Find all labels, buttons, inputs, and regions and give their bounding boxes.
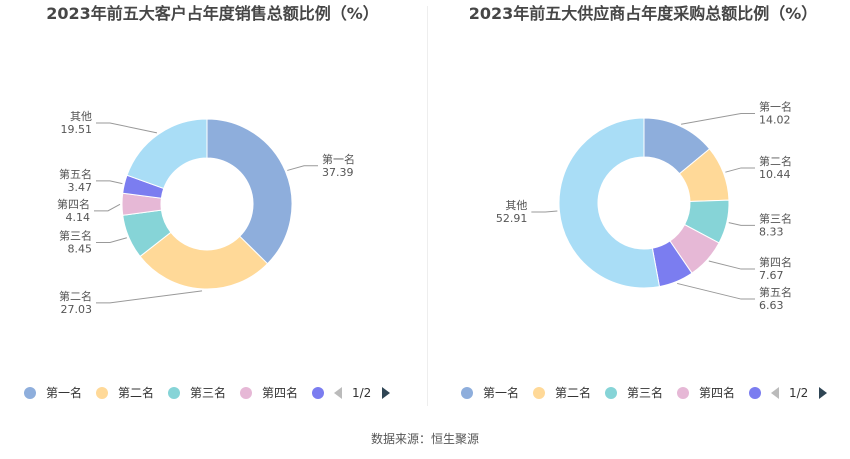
legend-pager: 1/2 [771,384,831,402]
slice-category-label: 第一名 [322,152,355,166]
chart-title: 2023年前五大供应商占年度采购总额比例（%） [468,4,818,23]
legend-dot-icon [677,387,689,399]
legend-label: 第二名 [555,386,592,400]
donut-slice[interactable] [126,118,208,190]
legend-dot-icon [312,387,324,399]
slice-category-label: 第五名 [759,285,792,299]
slice-category-label: 第二名 [759,154,792,168]
slice-value-label: 19.51 [61,123,93,136]
donut-slice[interactable] [206,118,293,265]
label-leader-line [96,290,203,304]
legend-item-fifth[interactable] [749,384,763,402]
slice-value-label: 10.44 [759,168,791,181]
label-leader-line [677,282,755,300]
customer-chart-panel: 2023年前五大客户占年度销售总额比例（%） 第一名 37.39 其他 19.51 第五… [0,0,425,420]
slice-value-label: 7.67 [759,269,784,282]
chart-title: 2023年前五大客户占年度销售总额比例（%） [46,4,379,23]
legend-dot-icon [461,387,473,399]
slice-value-label: 8.33 [759,225,784,238]
slice-category-label: 其他 [505,199,527,212]
slice-category-label: 第一名 [759,99,792,113]
slice-value-label: 52.91 [496,212,528,225]
data-source: 数据来源：恒生聚源 [370,432,479,446]
legend-prev-icon[interactable] [771,387,779,399]
label-leader-line [96,180,123,185]
supplier-chart-panel: 2023年前五大供应商占年度采购总额比例（%） 第一名 14.02 第二名 10.44… [425,0,850,420]
slice-category-label: 第五名 [59,167,92,181]
slice-value-label: 27.03 [61,303,93,316]
slice-category-label: 其他 [70,110,92,123]
slice-value-label: 6.63 [759,299,784,312]
slice-category-label: 第四名 [759,255,792,269]
label-leader-line [531,210,558,213]
label-leader-line [681,112,755,125]
legend-label: 第三名 [190,386,227,400]
label-leader-line [728,222,755,226]
legend-label: 第一名 [46,386,83,400]
legend-dot-icon [96,387,108,399]
slice-category-label: 第四名 [57,197,90,211]
legend-dot-icon [240,387,252,399]
legend-page-number: 1/2 [789,386,809,400]
label-leader-line [287,165,318,171]
legend-pager: 1/2 [334,384,394,402]
label-leader-line [96,237,127,243]
label-leader-line [725,167,755,173]
legend-next-icon[interactable] [382,387,390,399]
legend-page-number: 1/2 [352,386,372,400]
slice-value-label: 37.39 [322,166,354,179]
slice-value-label: 3.47 [68,181,93,194]
donut-slice[interactable] [139,231,269,290]
legend-prev-icon[interactable] [334,387,342,399]
legend-label: 第一名 [483,386,520,400]
legend-dot-icon [749,387,761,399]
label-leader-line [96,122,158,134]
donut-slice[interactable] [558,117,661,289]
legend-label: 第四名 [699,386,736,400]
label-leader-line [94,203,121,212]
slice-category-label: 第三名 [59,228,92,242]
legend-label: 第三名 [627,386,664,400]
panel-divider [427,6,428,406]
legend-dot-icon [533,387,545,399]
legend-dot-icon [168,387,180,399]
legend-next-icon[interactable] [819,387,827,399]
slice-value-label: 8.45 [68,242,93,255]
legend-label: 第二名 [118,386,155,400]
legend-dot-icon [605,387,617,399]
legend-label: 第四名 [262,386,299,400]
legend-dot-icon [24,387,36,399]
slice-value-label: 4.14 [66,211,91,224]
slice-category-label: 第三名 [759,211,792,225]
legend-item-fifth[interactable] [312,384,326,402]
slice-value-label: 14.02 [759,113,791,126]
label-leader-line [708,260,755,270]
slice-category-label: 第二名 [59,289,92,303]
